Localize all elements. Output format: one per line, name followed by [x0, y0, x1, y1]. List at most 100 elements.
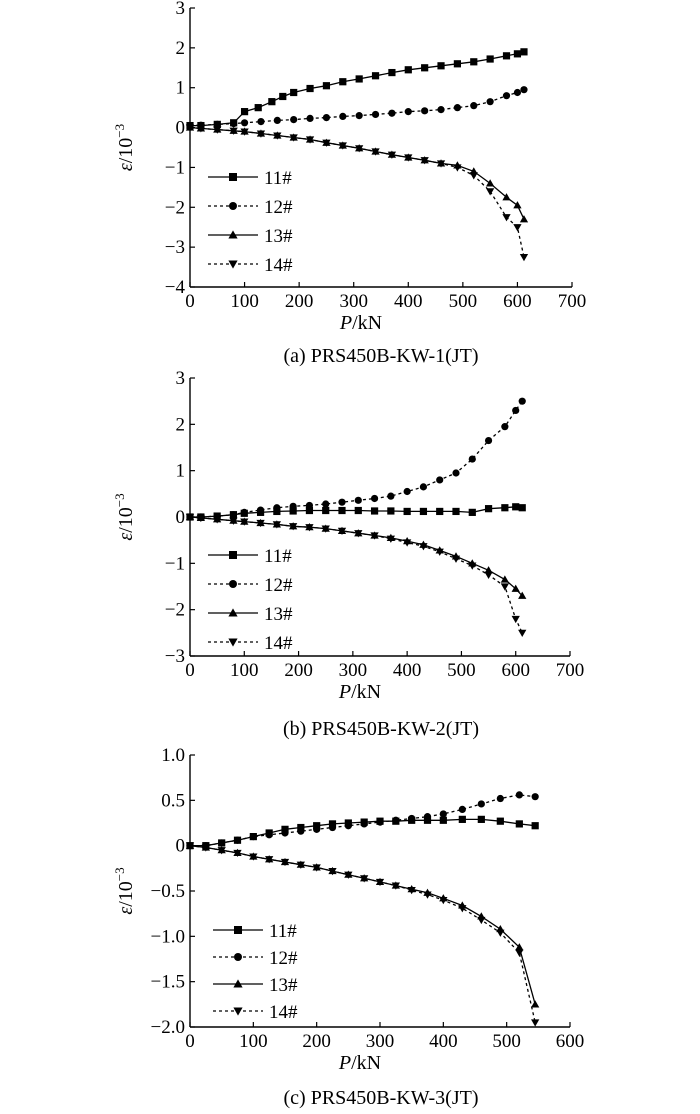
x-tick-label: 100 [230, 660, 259, 681]
data-point [313, 825, 321, 833]
data-point [328, 823, 337, 832]
data-point [453, 104, 461, 112]
data-point [486, 55, 494, 63]
data-point [240, 508, 248, 516]
legend-marker [234, 953, 242, 961]
data-point [289, 523, 298, 531]
data-point [370, 532, 379, 540]
y-tick-label: −2 [165, 600, 185, 621]
data-point [273, 507, 281, 516]
data-point [511, 584, 520, 592]
data-point [185, 842, 195, 850]
data-point [289, 502, 297, 510]
legend-label: 14# [264, 255, 293, 276]
data-point [387, 492, 395, 500]
data-point [519, 215, 529, 223]
data-point [355, 145, 364, 153]
data-point [515, 943, 524, 951]
legend-label: 13# [264, 226, 293, 247]
data-point [322, 114, 331, 122]
data-point [484, 571, 493, 580]
panel-caption: (c) PRS450B-KW-3(JT) [284, 1087, 479, 1109]
data-point [256, 130, 266, 138]
data-point [254, 104, 262, 112]
data-point [322, 506, 330, 515]
series-14 [185, 124, 529, 262]
data-point [218, 839, 226, 847]
series-line [189, 845, 536, 1023]
y-tick-label: −1.5 [151, 972, 185, 993]
data-point [328, 820, 337, 828]
data-point [306, 114, 314, 123]
data-point [213, 126, 222, 134]
data-point [458, 905, 467, 913]
data-point [511, 615, 520, 624]
data-point [515, 949, 524, 957]
data-point [469, 172, 478, 180]
data-point [196, 514, 205, 523]
data-point [273, 132, 282, 140]
data-point [249, 833, 257, 841]
data-point [344, 871, 353, 879]
data-point [423, 816, 432, 824]
data-point [257, 117, 265, 126]
data-point [486, 188, 495, 196]
x-tick-label: 600 [501, 660, 530, 681]
data-point [470, 102, 478, 110]
x-tick-label: 400 [393, 660, 422, 681]
panel-caption: (a) PRS450B-KW-1(JT) [284, 345, 479, 367]
data-point [388, 68, 396, 77]
data-point [496, 929, 505, 937]
data-point [375, 878, 385, 887]
legend-label: 14# [269, 1002, 298, 1023]
data-point [484, 436, 493, 445]
data-point [419, 543, 428, 551]
series-12 [186, 397, 526, 521]
legend-marker [229, 551, 237, 559]
x-tick-label: 200 [285, 291, 314, 312]
legend-marker [228, 230, 238, 239]
data-point [518, 591, 527, 599]
data-point [468, 455, 476, 463]
x-tick-label: 0 [185, 1031, 195, 1052]
data-point [305, 501, 314, 510]
data-point [273, 116, 281, 124]
data-point [531, 1019, 540, 1027]
data-point [354, 496, 362, 504]
x-tick-label: 300 [339, 660, 368, 681]
data-point [486, 179, 495, 187]
legend-label: 13# [264, 604, 293, 625]
data-point [477, 916, 486, 925]
legend-entry: 12# [208, 197, 293, 218]
data-point [233, 836, 242, 844]
legend-entry: 13# [208, 604, 293, 625]
data-point [360, 820, 368, 828]
data-point [240, 518, 249, 526]
data-point [338, 142, 347, 150]
data-point [354, 506, 362, 515]
data-point [439, 896, 448, 905]
data-point [296, 861, 305, 869]
x-tick-label: 200 [284, 660, 313, 681]
data-point [387, 507, 395, 515]
data-point [515, 791, 523, 799]
data-point [339, 112, 347, 121]
data-point [322, 139, 331, 147]
data-point [496, 794, 504, 803]
data-point [421, 107, 429, 115]
data-point [391, 882, 400, 890]
data-point [439, 810, 447, 818]
data-point [513, 201, 522, 209]
data-point [354, 530, 363, 538]
data-point [256, 506, 265, 514]
data-point [403, 539, 412, 547]
data-point [502, 193, 511, 201]
x-tick-label: 500 [447, 660, 476, 681]
data-point [502, 214, 511, 222]
data-point [436, 507, 444, 516]
y-tick-label: −1.0 [151, 926, 185, 947]
data-point [451, 555, 461, 563]
data-point [230, 119, 238, 128]
data-point [201, 844, 210, 852]
